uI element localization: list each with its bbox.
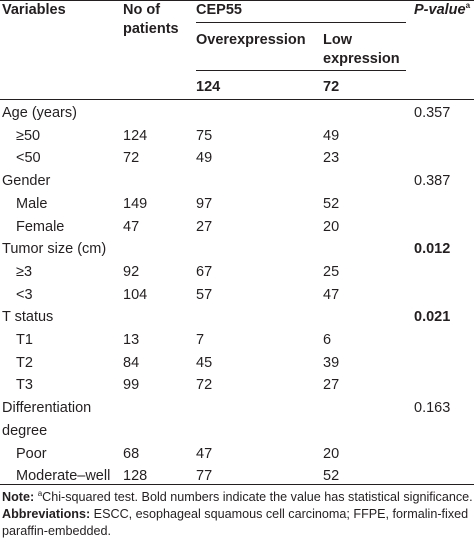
row-patients: 92 [123, 263, 140, 280]
row-low-expression: 47 [323, 286, 340, 303]
row-label: T status [2, 309, 54, 326]
row-overexpression: 49 [196, 150, 213, 167]
row-patients: 124 [123, 127, 148, 144]
header-patients-line2: patients [123, 21, 179, 37]
row-pvalue: 0.012 [414, 241, 451, 258]
row-label: Poor [16, 445, 47, 462]
row-overexpression: 67 [196, 263, 213, 280]
header-overexpression: Overexpression [196, 32, 306, 48]
row-label: <3 [16, 286, 33, 303]
header-pvalue: P-valuea [414, 1, 471, 18]
row-label: T3 [16, 377, 33, 394]
row-label: Tumor size (cm) [2, 241, 107, 258]
row-low-expression: 52 [323, 195, 340, 212]
row-low-expression: 6 [323, 332, 332, 348]
row-patients: 149 [123, 195, 148, 212]
header-n-over: 124 [196, 79, 221, 95]
header-cep55: CEP55 [196, 2, 242, 18]
header-n-low: 72 [323, 79, 340, 95]
row-label: Male [16, 195, 48, 212]
pvalue-superscript: a [465, 1, 471, 11]
row-low-expression: 27 [323, 377, 340, 394]
row-patients: 72 [123, 150, 140, 167]
header-low-line2: expression [323, 51, 400, 67]
row-overexpression: 7 [196, 332, 205, 348]
row-label: <50 [16, 150, 41, 167]
row-label: Moderate–well [16, 468, 111, 485]
row-low-expression: 39 [323, 354, 340, 371]
cep55-underline [196, 22, 406, 23]
row-label: Age (years) [2, 105, 77, 121]
row-label: Gender [2, 173, 51, 190]
row-label: ≥3 [16, 263, 33, 280]
row-pvalue: 0.387 [414, 173, 451, 190]
row-patients: 99 [123, 377, 140, 394]
subheader-underline [196, 70, 406, 71]
row-low-expression: 20 [323, 445, 340, 462]
row-patients: 104 [123, 286, 148, 303]
row-overexpression: 27 [196, 218, 213, 235]
row-overexpression: 97 [196, 195, 213, 212]
row-label: T2 [16, 354, 33, 371]
header-low-line1: Low [323, 32, 352, 48]
header-variables: Variables [2, 2, 66, 18]
row-low-expression: 52 [323, 468, 340, 485]
row-pvalue: 0.357 [414, 105, 451, 121]
row-overexpression: 47 [196, 445, 213, 462]
row-label: Differentiation [2, 400, 92, 417]
table-bottom-rule [0, 484, 474, 485]
row-patients: 68 [123, 445, 140, 462]
abbreviations-line-2: paraffin-embedded. [2, 524, 111, 538]
note-line: Note: aChi-squared test. Bold numbers in… [2, 488, 473, 504]
row-pvalue: 0.163 [414, 400, 451, 417]
row-label: T1 [16, 332, 33, 348]
row-patients: 13 [123, 332, 140, 348]
row-label: degree [2, 422, 48, 439]
row-patients: 84 [123, 354, 140, 371]
row-overexpression: 45 [196, 354, 213, 371]
row-overexpression: 75 [196, 127, 213, 144]
row-low-expression: 20 [323, 218, 340, 235]
row-overexpression: 77 [196, 468, 213, 485]
row-low-expression: 23 [323, 150, 340, 167]
row-low-expression: 25 [323, 263, 340, 280]
top-rule [0, 0, 474, 1]
row-overexpression: 57 [196, 286, 213, 303]
row-overexpression: 72 [196, 377, 213, 394]
row-patients: 128 [123, 468, 148, 485]
header-bottom-rule [0, 99, 474, 100]
row-low-expression: 49 [323, 127, 340, 144]
row-label: ≥50 [16, 127, 41, 144]
header-patients-line1: No of [123, 2, 161, 18]
row-patients: 47 [123, 218, 140, 235]
row-pvalue: 0.021 [414, 309, 451, 326]
abbreviations-line: Abbreviations: ESCC, esophageal squamous… [2, 507, 469, 521]
row-label: Female [16, 218, 65, 235]
